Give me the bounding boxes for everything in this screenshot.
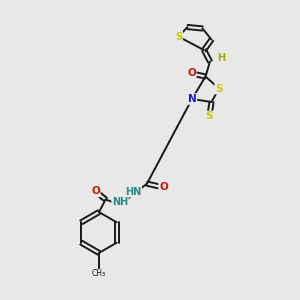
Text: N: N [188,94,196,104]
Text: NH: NH [112,197,128,207]
Text: CH₃: CH₃ [92,269,106,278]
Text: HN: HN [125,187,142,197]
Text: S: S [215,83,223,94]
Text: S: S [175,32,182,42]
Text: O: O [159,182,168,193]
Text: S: S [206,111,213,122]
Text: H: H [217,52,226,63]
Text: O: O [187,68,196,79]
Text: O: O [91,186,100,197]
